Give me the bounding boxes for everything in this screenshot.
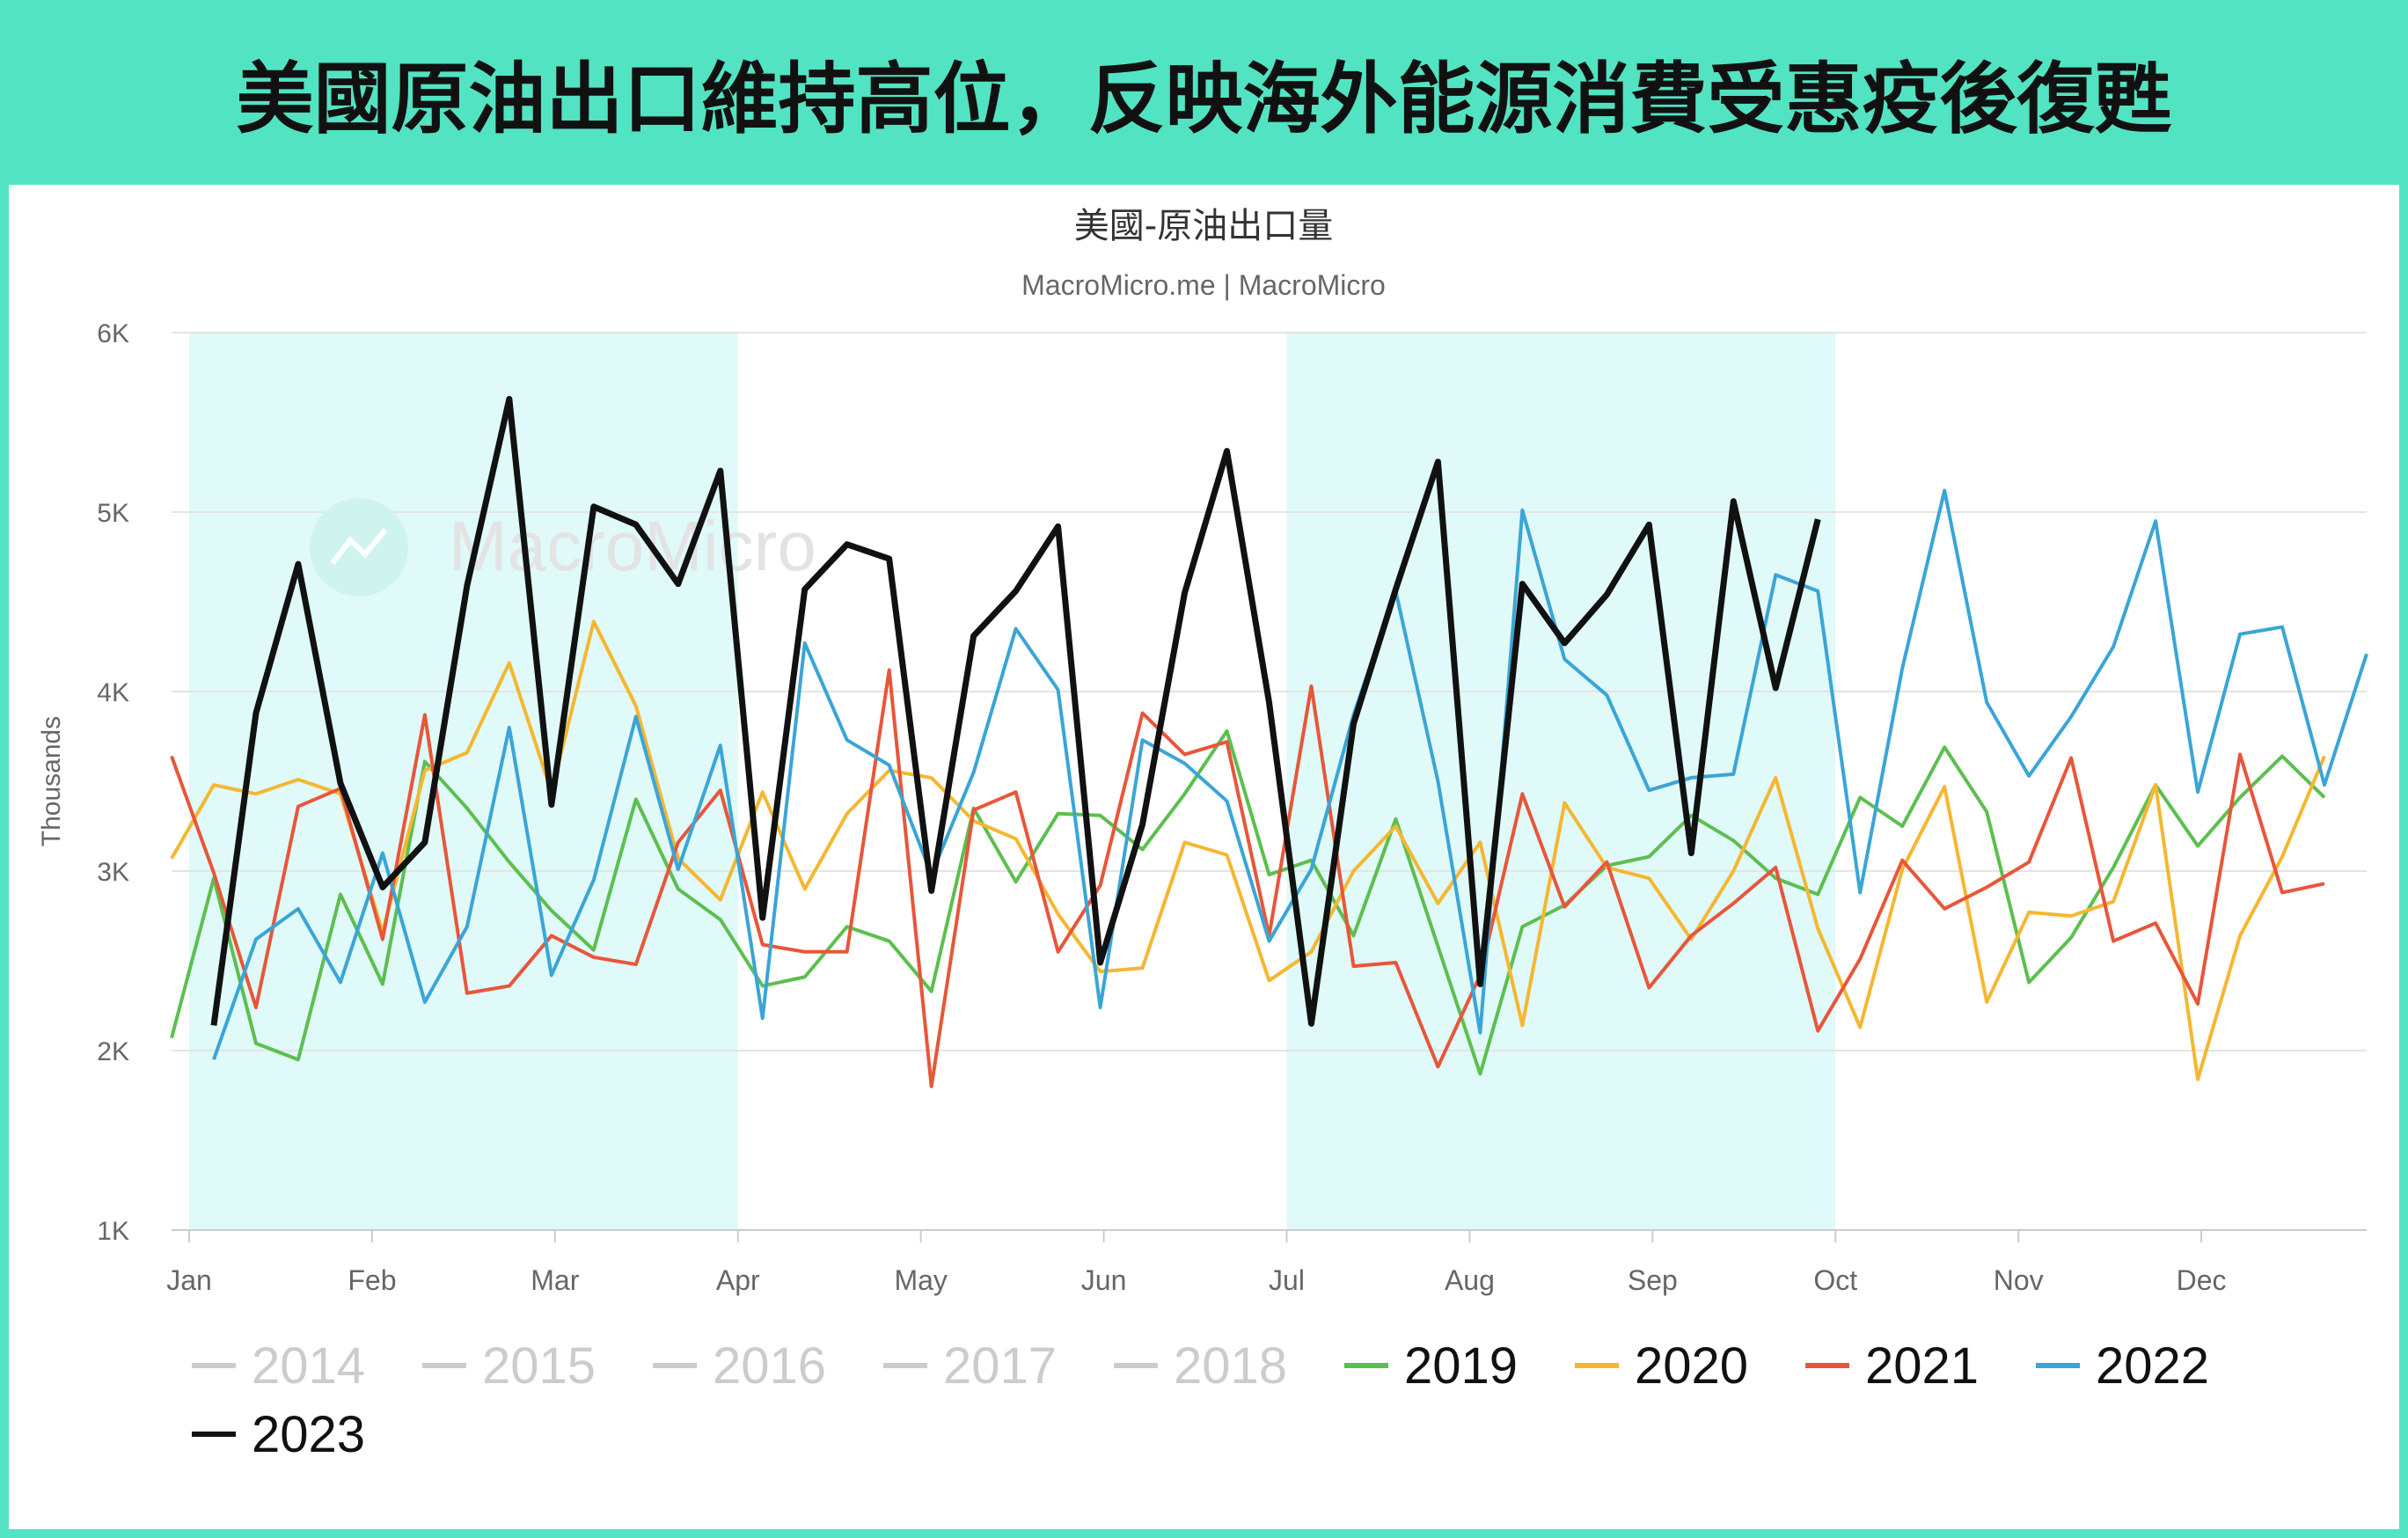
legend-item-2016[interactable]: 2016	[713, 1337, 826, 1395]
legend-item-2023[interactable]: 2023	[252, 1406, 365, 1463]
watermark-text: MacroMicro	[449, 507, 816, 585]
x-tick-label: Feb	[348, 1264, 396, 1296]
shaded-band-2	[1286, 333, 1836, 1230]
y-tick-label: 4K	[97, 678, 129, 707]
legend-item-2019[interactable]: 2019	[1404, 1337, 1518, 1395]
legend-item-2022[interactable]: 2022	[2096, 1337, 2209, 1395]
x-tick-label: Sep	[1628, 1264, 1678, 1296]
series-line-2023	[210, 395, 1821, 1027]
chart-subtitle: MacroMicro.me | MacroMicro	[1021, 269, 1386, 301]
y-axis-label: Thousands	[37, 716, 66, 846]
y-tick-label: 3K	[97, 858, 129, 887]
x-tick-label: Dec	[2177, 1264, 2227, 1296]
y-tick-label: 1K	[97, 1217, 129, 1246]
series-line-2021	[170, 668, 2325, 1088]
legend-item-2017[interactable]: 2017	[943, 1337, 1057, 1395]
x-tick-label: May	[894, 1264, 947, 1296]
x-tick-label: Oct	[1813, 1264, 1857, 1296]
legend-item-2018[interactable]: 2018	[1174, 1337, 1287, 1395]
watermark-logo-mark	[330, 528, 388, 565]
legend-item-2014[interactable]: 2014	[252, 1337, 365, 1395]
series-line-2022	[212, 488, 2368, 1060]
legend-item-2021[interactable]: 2021	[1865, 1337, 1979, 1395]
y-tick-label: 6K	[97, 319, 129, 348]
chart-panel: 1K 2K 3K 4K 5K 6K Jan Feb Mar Apr May Jun Jul Aug Sep O…	[9, 185, 2399, 1529]
x-tick-label: Aug	[1445, 1264, 1495, 1296]
x-tick-label: Mar	[531, 1264, 579, 1296]
x-tick-label: Jan	[166, 1264, 212, 1296]
y-tick-label: 5K	[97, 499, 129, 528]
chart-title: 美國-原油出口量	[1074, 206, 1333, 246]
shaded-band-1	[189, 333, 738, 1230]
legend-item-2020[interactable]: 2020	[1635, 1337, 1748, 1395]
series-line-2019	[170, 729, 2326, 1076]
series-line-2020	[170, 619, 2326, 1081]
x-tick-label: Nov	[1994, 1264, 2044, 1296]
chart-svg: 1K 2K 3K 4K 5K 6K Jan Feb Mar Apr May Jun Jul Aug Sep O…	[37, 206, 2368, 1463]
legend-item-2015[interactable]: 2015	[482, 1337, 596, 1395]
x-tick-label: Apr	[716, 1264, 760, 1296]
headline: 美國原油出口維持高位，反映海外能源消費受惠疫後復甦	[236, 53, 2172, 144]
x-tick-label: Jun	[1081, 1264, 1127, 1296]
y-tick-label: 2K	[97, 1037, 129, 1066]
x-tick-label: Jul	[1269, 1264, 1305, 1296]
